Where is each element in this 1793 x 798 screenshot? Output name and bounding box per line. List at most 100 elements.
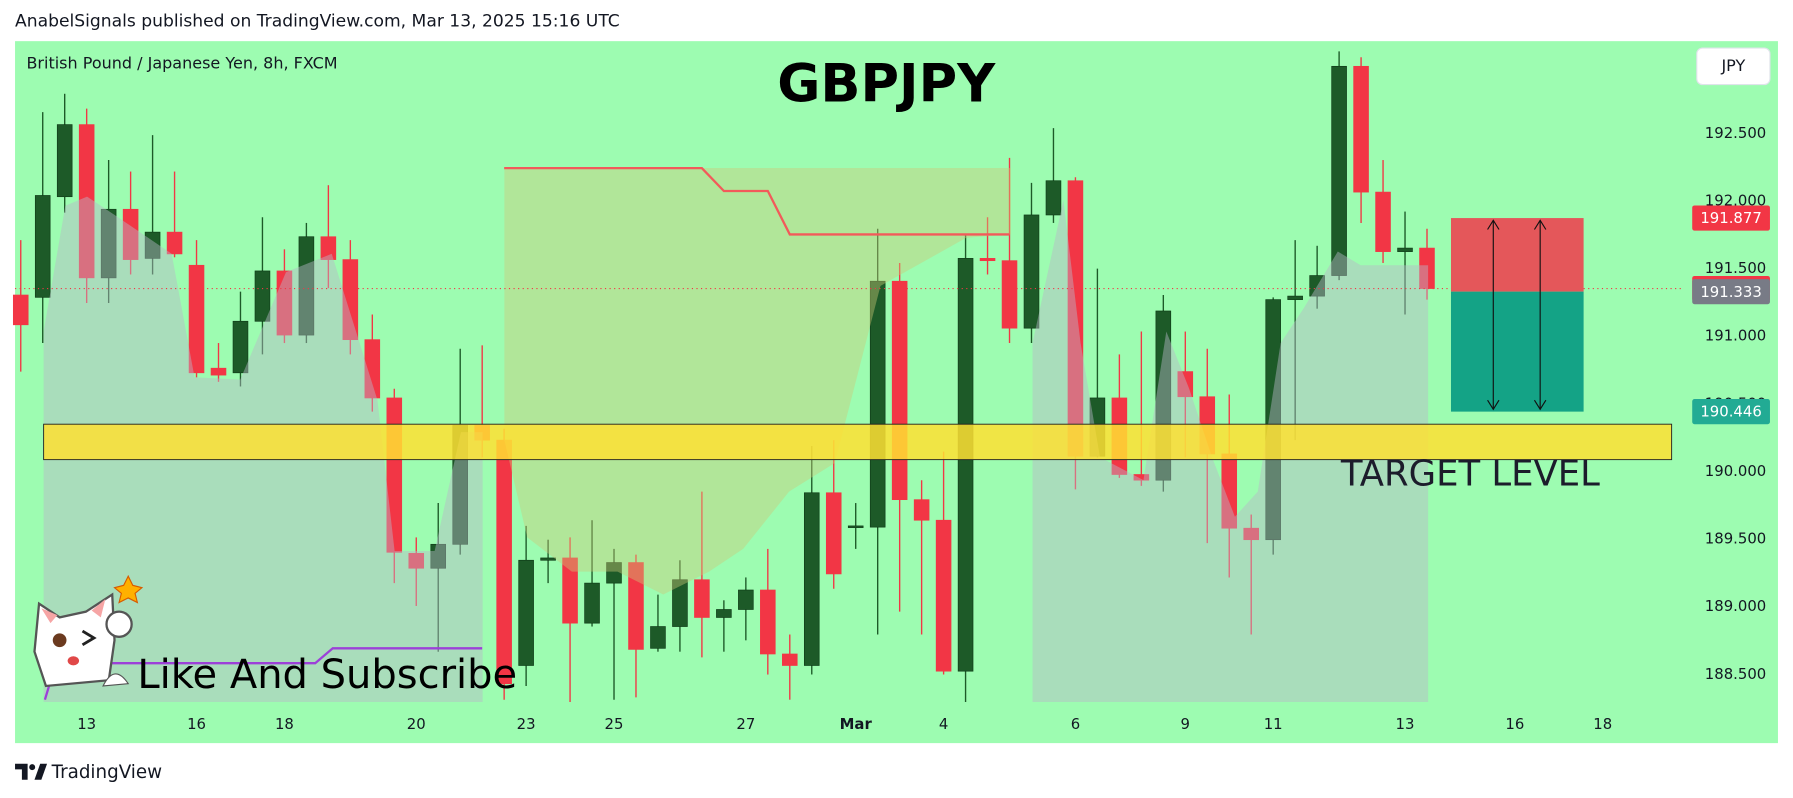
arrow-head — [1487, 399, 1500, 411]
candle-body — [825, 492, 842, 575]
candle-body — [606, 562, 622, 584]
candle-body — [979, 258, 996, 262]
candle-body — [320, 236, 337, 260]
resistance-line — [504, 167, 1010, 236]
candle-body — [803, 492, 820, 666]
x-tick-label: 4 — [939, 715, 948, 733]
candle-body — [1045, 180, 1062, 216]
stop-box — [1450, 218, 1584, 292]
candle-body — [1309, 275, 1325, 297]
x-tick-label: 27 — [736, 715, 755, 733]
arrow-head — [1487, 219, 1500, 230]
price-badge — [1692, 399, 1770, 425]
candle-body — [540, 557, 556, 561]
arrow-head — [1533, 399, 1547, 411]
overlay: TARGET LEVEL — [15, 167, 1681, 701]
candle-body — [122, 208, 139, 260]
candle-body — [1001, 260, 1018, 329]
y-tick-label: 188.500 — [1705, 665, 1766, 683]
price-badge-label: 190.446 — [1700, 403, 1761, 421]
symbol: British Pound / Japanese Yen, 8h, FXCM — [26, 54, 337, 73]
x-tick-label: 9 — [1181, 715, 1190, 733]
candle-body — [166, 231, 183, 255]
y-tick-label: 189.000 — [1705, 597, 1766, 615]
candle-body — [672, 579, 688, 627]
candle-body — [1353, 65, 1369, 193]
candle-body — [869, 280, 886, 528]
candle-body — [254, 270, 271, 322]
candle-body — [232, 320, 249, 374]
target-box — [1450, 291, 1584, 412]
price-badge — [1692, 205, 1770, 231]
candle-body — [408, 553, 425, 569]
candle-body — [935, 519, 952, 672]
candle-body — [782, 653, 798, 666]
x-tick-label: 18 — [1593, 715, 1612, 733]
candle-body — [628, 562, 644, 650]
y-tick-label: 190.000 — [1705, 462, 1766, 480]
candle-body — [913, 499, 930, 521]
candle-body — [78, 124, 95, 279]
price-badge-label: 191.333 — [1700, 283, 1761, 301]
candle-body — [518, 559, 534, 666]
x-tick-label: Mar — [840, 715, 873, 733]
candle-body — [738, 589, 754, 610]
y-tick-label: 191.000 — [1705, 327, 1766, 345]
candle-body — [694, 579, 710, 618]
y-tick-label: 189.500 — [1705, 530, 1766, 548]
x-tick-label: 18 — [275, 715, 294, 733]
shaded-area — [504, 168, 1011, 595]
y-tick-label: 192.500 — [1705, 124, 1766, 142]
x-tick-label: 6 — [1071, 715, 1080, 733]
candle-body — [1265, 299, 1281, 541]
zone-label: TARGET LEVEL — [1340, 454, 1600, 495]
candle-body — [430, 543, 447, 569]
candle-body — [650, 626, 666, 649]
candle-body — [56, 124, 73, 198]
candle-body — [584, 582, 600, 624]
candle-body — [716, 609, 732, 618]
candle-body — [1177, 371, 1194, 398]
footer-logo — [15, 763, 48, 780]
header: AnabelSignals published on TradingView.c… — [15, 12, 620, 32]
candle-body — [100, 208, 117, 279]
annotation: Like And Subscribe — [137, 652, 517, 698]
x-tick-label: 16 — [187, 715, 206, 733]
candle-body — [342, 259, 359, 341]
candle-body — [1023, 214, 1040, 329]
x-tick-label: 16 — [1505, 715, 1524, 733]
price-badge-label: 191.877 — [1700, 209, 1761, 227]
candle-body — [298, 236, 315, 336]
candle-body — [1375, 191, 1391, 252]
sticker — [33, 574, 144, 688]
candle-body — [1419, 247, 1435, 289]
x-tick-label: 13 — [1396, 715, 1415, 733]
candle-body — [760, 589, 776, 655]
footer: TradingView — [51, 762, 163, 783]
candle-body — [12, 294, 29, 326]
candle-body — [188, 264, 205, 374]
x-tick-label: 20 — [407, 715, 426, 733]
x-tick-label: 13 — [77, 715, 96, 733]
candle-body — [34, 195, 51, 298]
currency-label[interactable]: JPY — [1720, 56, 1745, 75]
candle-body — [496, 439, 512, 685]
currency-button[interactable] — [1696, 47, 1771, 86]
target-zone — [43, 423, 1673, 461]
price-badge — [1692, 279, 1770, 305]
chart-title: GBPJPY — [777, 54, 996, 115]
candle-body — [1331, 65, 1347, 276]
candle-body — [210, 367, 227, 376]
y-tick-label: 192.000 — [1705, 191, 1766, 209]
candle-body — [957, 258, 974, 672]
candle-body — [1133, 474, 1150, 481]
candle-body — [1287, 295, 1303, 300]
candle-body — [562, 557, 578, 624]
candle-body — [1397, 247, 1413, 252]
candle-body — [144, 231, 161, 259]
arrow-head — [1533, 219, 1547, 230]
candle-body — [847, 525, 864, 528]
candle-body — [891, 280, 908, 501]
